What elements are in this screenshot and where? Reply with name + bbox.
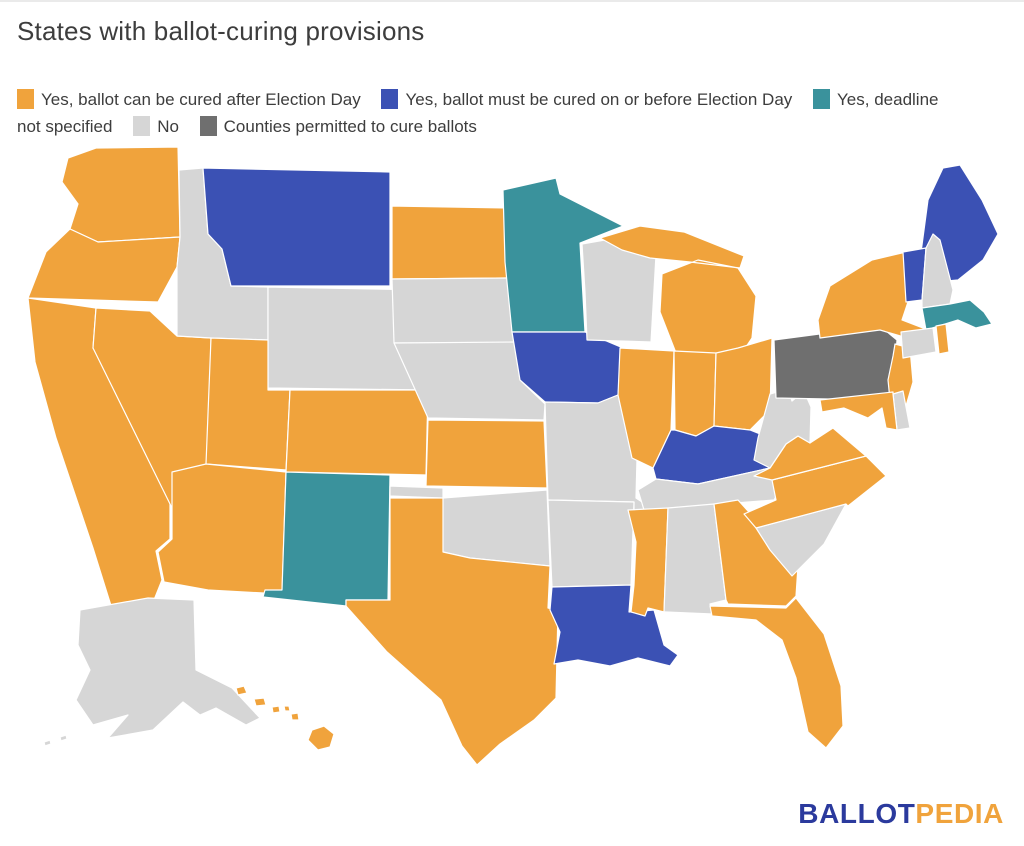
- legend-label-cured-on-or-before: Yes, ballot must be cured on or before E…: [405, 90, 793, 109]
- state-ar[interactable]: Arkansas: [547, 499, 635, 588]
- legend-swatch-counties: [199, 116, 217, 136]
- state-nd[interactable]: North Dakota: [391, 205, 513, 280]
- page-title: States with ballot-curing provisions: [17, 16, 425, 46]
- legend-swatch-cured-after: [17, 89, 34, 109]
- legend-swatch-no-deadline: [813, 89, 831, 109]
- state-mn[interactable]: Minnesota: [502, 177, 624, 333]
- state-nh[interactable]: New Hampshire: [921, 233, 954, 309]
- state-ny[interactable]: New York: [817, 251, 929, 341]
- legend-label-no: No: [157, 117, 179, 136]
- legend-swatch-no: [133, 116, 151, 136]
- state-ga[interactable]: Georgia: [713, 499, 799, 607]
- state-sd[interactable]: South Dakota: [391, 277, 516, 344]
- us-map: WashingtonOregonCaliforniaNevadaIdahoMon…: [27, 146, 999, 766]
- legend-label-counties: Counties permitted to cure ballots: [223, 117, 477, 136]
- state-ak[interactable]: Alaska: [43, 597, 261, 747]
- state-pa[interactable]: Pennsylvania: [773, 325, 898, 401]
- legend: Yes, ballot can be cured after Election …: [17, 86, 962, 140]
- state-ks[interactable]: Kansas: [425, 419, 548, 489]
- state-md[interactable]: Maryland: [819, 391, 898, 431]
- state-co[interactable]: Colorado: [285, 389, 429, 476]
- state-fl[interactable]: Florida: [709, 597, 844, 749]
- ballotpedia-logo: BALLOTPEDIA: [798, 798, 1004, 830]
- state-or[interactable]: Oregon: [27, 228, 181, 303]
- legend-item-no: No: [133, 116, 179, 136]
- state-in[interactable]: Indiana: [673, 350, 717, 437]
- state-az[interactable]: Arizona: [157, 463, 287, 595]
- state-ms[interactable]: Mississippi: [627, 507, 669, 617]
- logo-pedia-text: PEDIA: [915, 798, 1004, 829]
- state-oh[interactable]: Ohio: [713, 337, 773, 431]
- state-mt[interactable]: Montana: [202, 167, 391, 287]
- legend-item-cured-on-or-before: Yes, ballot must be cured on or before E…: [381, 89, 793, 109]
- state-hi[interactable]: Hawaii: [235, 685, 335, 751]
- logo-ballot-text: BALLOT: [798, 798, 916, 829]
- state-tx[interactable]: Texas: [345, 497, 559, 766]
- state-ct[interactable]: Connecticut: [900, 327, 937, 359]
- state-wa[interactable]: Washington: [61, 146, 181, 243]
- state-wv[interactable]: West Virginia: [753, 388, 812, 469]
- legend-swatch-cured-on-or-before: [381, 89, 399, 109]
- state-ri[interactable]: Rhode Island: [935, 323, 950, 355]
- legend-item-cured-after: Yes, ballot can be cured after Election …: [17, 89, 361, 109]
- state-mi[interactable]: Michigan: [599, 225, 757, 357]
- legend-item-no-deadline: Yes, deadline not specified: [17, 89, 939, 136]
- top-border: [0, 0, 1024, 2]
- legend-label-cured-after: Yes, ballot can be cured after Election …: [41, 90, 361, 109]
- legend-label-no-deadline: Yes, deadline not specified: [17, 90, 939, 136]
- legend-item-counties: Counties permitted to cure ballots: [199, 116, 477, 136]
